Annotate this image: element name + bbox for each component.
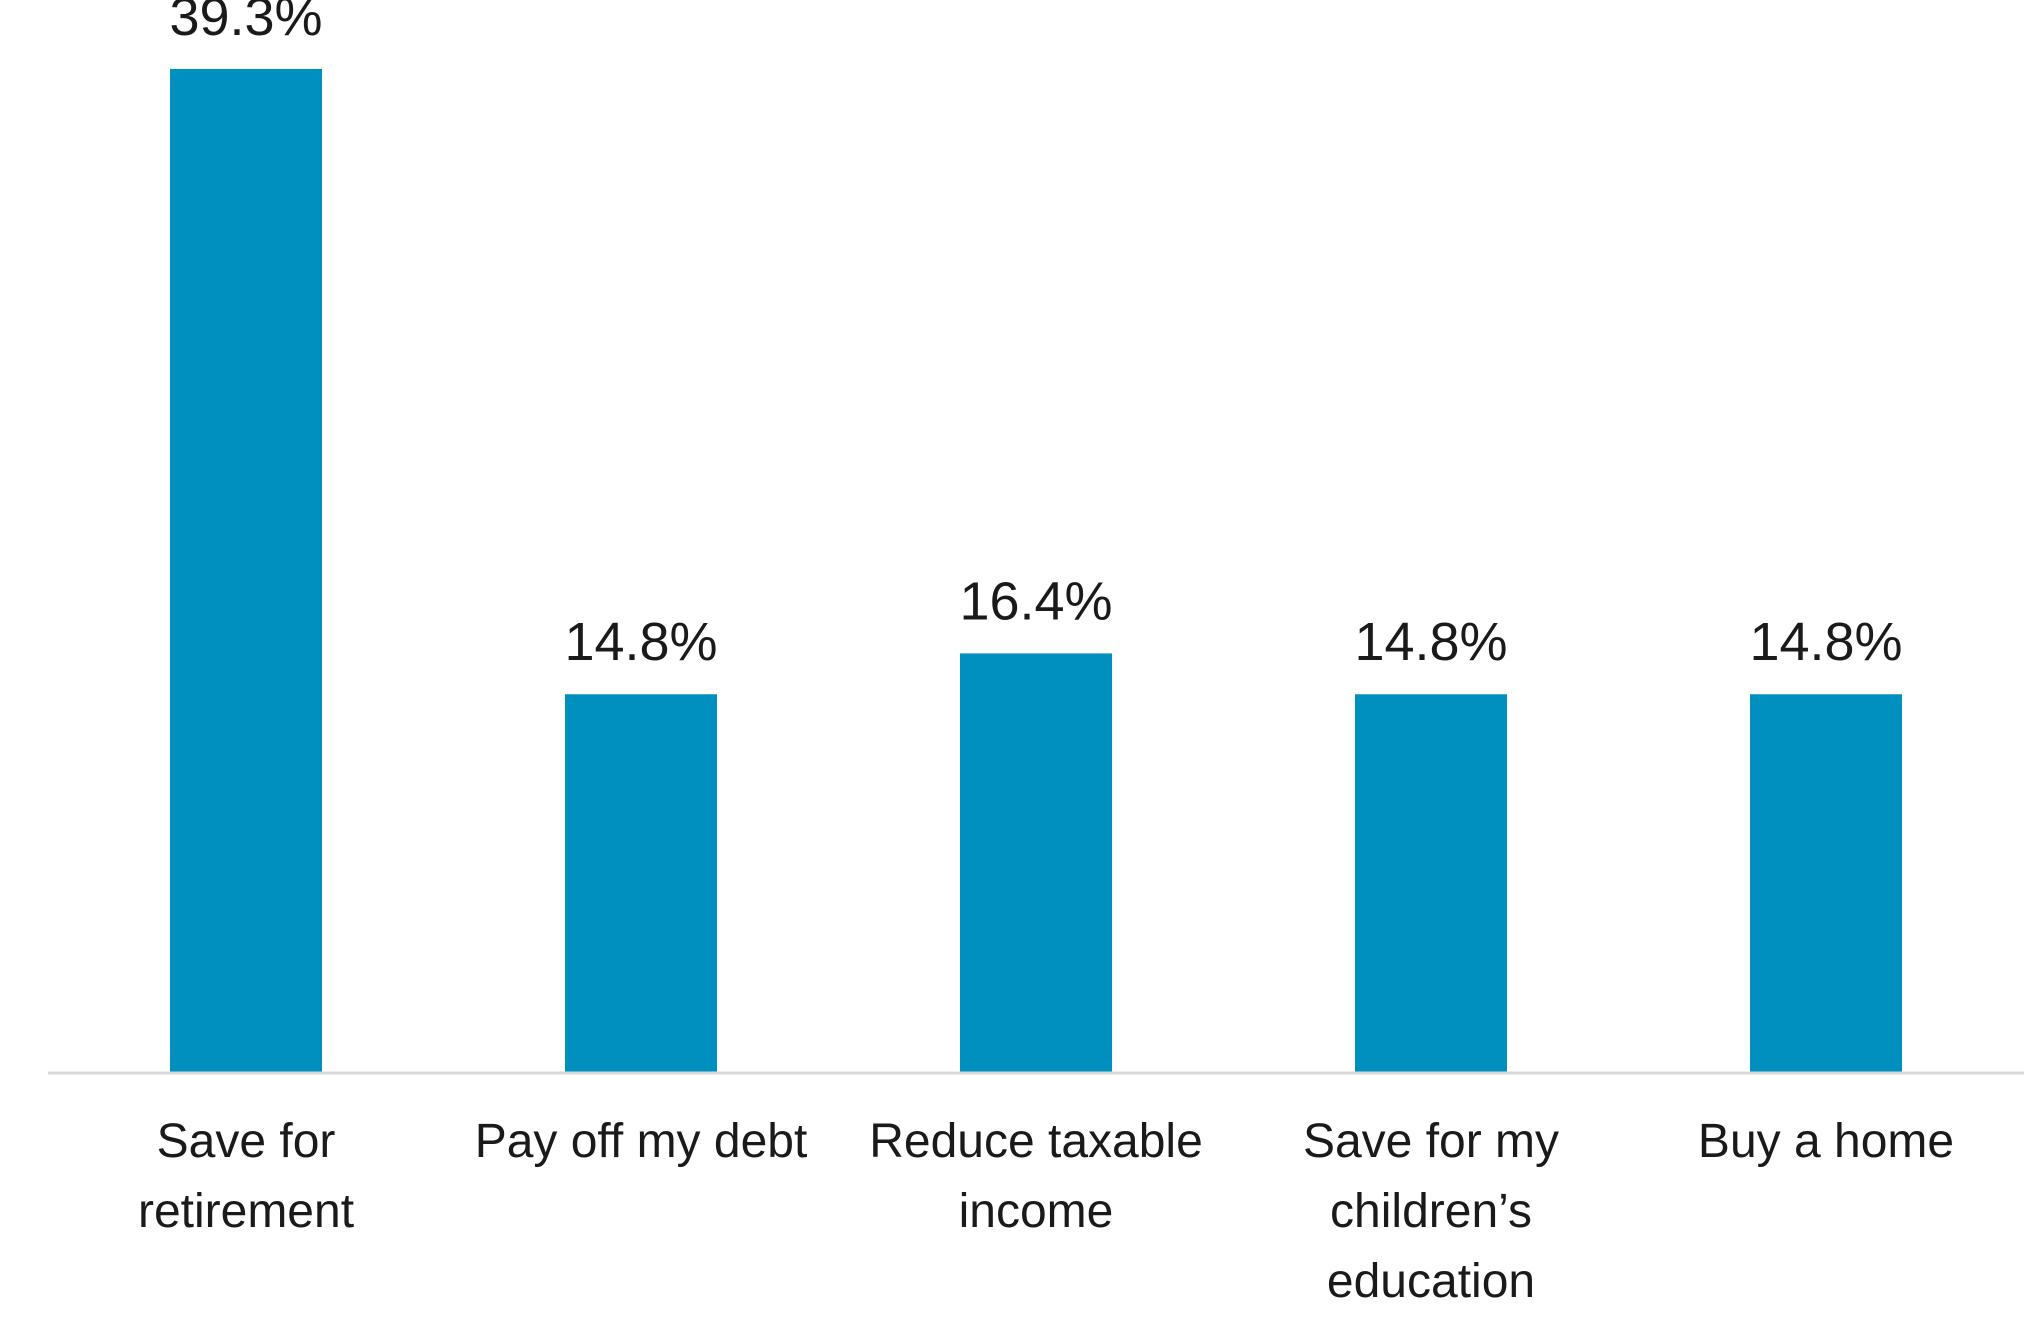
category-label-line: education bbox=[1327, 1255, 1535, 1308]
value-label-1: 39.3% bbox=[169, 0, 322, 47]
category-label-line: Save for my bbox=[1303, 1115, 1559, 1168]
bar-5 bbox=[1750, 694, 1902, 1072]
category-label-5: Buy a home bbox=[1698, 1115, 1954, 1168]
category-label-line: children’s bbox=[1330, 1185, 1532, 1238]
category-label-line: Pay off my debt bbox=[475, 1115, 808, 1168]
category-label-line: Reduce taxable bbox=[869, 1115, 1203, 1168]
bar-3 bbox=[960, 653, 1112, 1072]
category-label-1: Save for retirement bbox=[138, 1115, 354, 1238]
bar-2 bbox=[565, 694, 717, 1072]
category-label-3: Reduce taxable income bbox=[869, 1115, 1203, 1238]
category-label-line: Buy a home bbox=[1698, 1115, 1954, 1168]
bar-1 bbox=[170, 68, 322, 1072]
value-label-3: 16.4% bbox=[959, 571, 1112, 631]
value-label-4: 14.8% bbox=[1354, 612, 1507, 672]
bars-group bbox=[170, 68, 1902, 1072]
value-label-5: 14.8% bbox=[1749, 612, 1902, 672]
bar-4 bbox=[1355, 694, 1507, 1072]
category-label-4: Save for my children’s education bbox=[1303, 1115, 1559, 1308]
category-label-2: Pay off my debt bbox=[475, 1115, 808, 1168]
value-label-2: 14.8% bbox=[564, 612, 717, 672]
category-label-line: retirement bbox=[138, 1185, 354, 1238]
category-label-line: Save for bbox=[157, 1115, 336, 1168]
value-labels-group: 39.3% 14.8% 16.4% 14.8% 14.8% bbox=[169, 0, 1902, 672]
category-labels-group: Save for retirement Pay off my debt Reduce … bbox=[138, 1115, 1954, 1308]
category-label-line: income bbox=[959, 1185, 1114, 1238]
